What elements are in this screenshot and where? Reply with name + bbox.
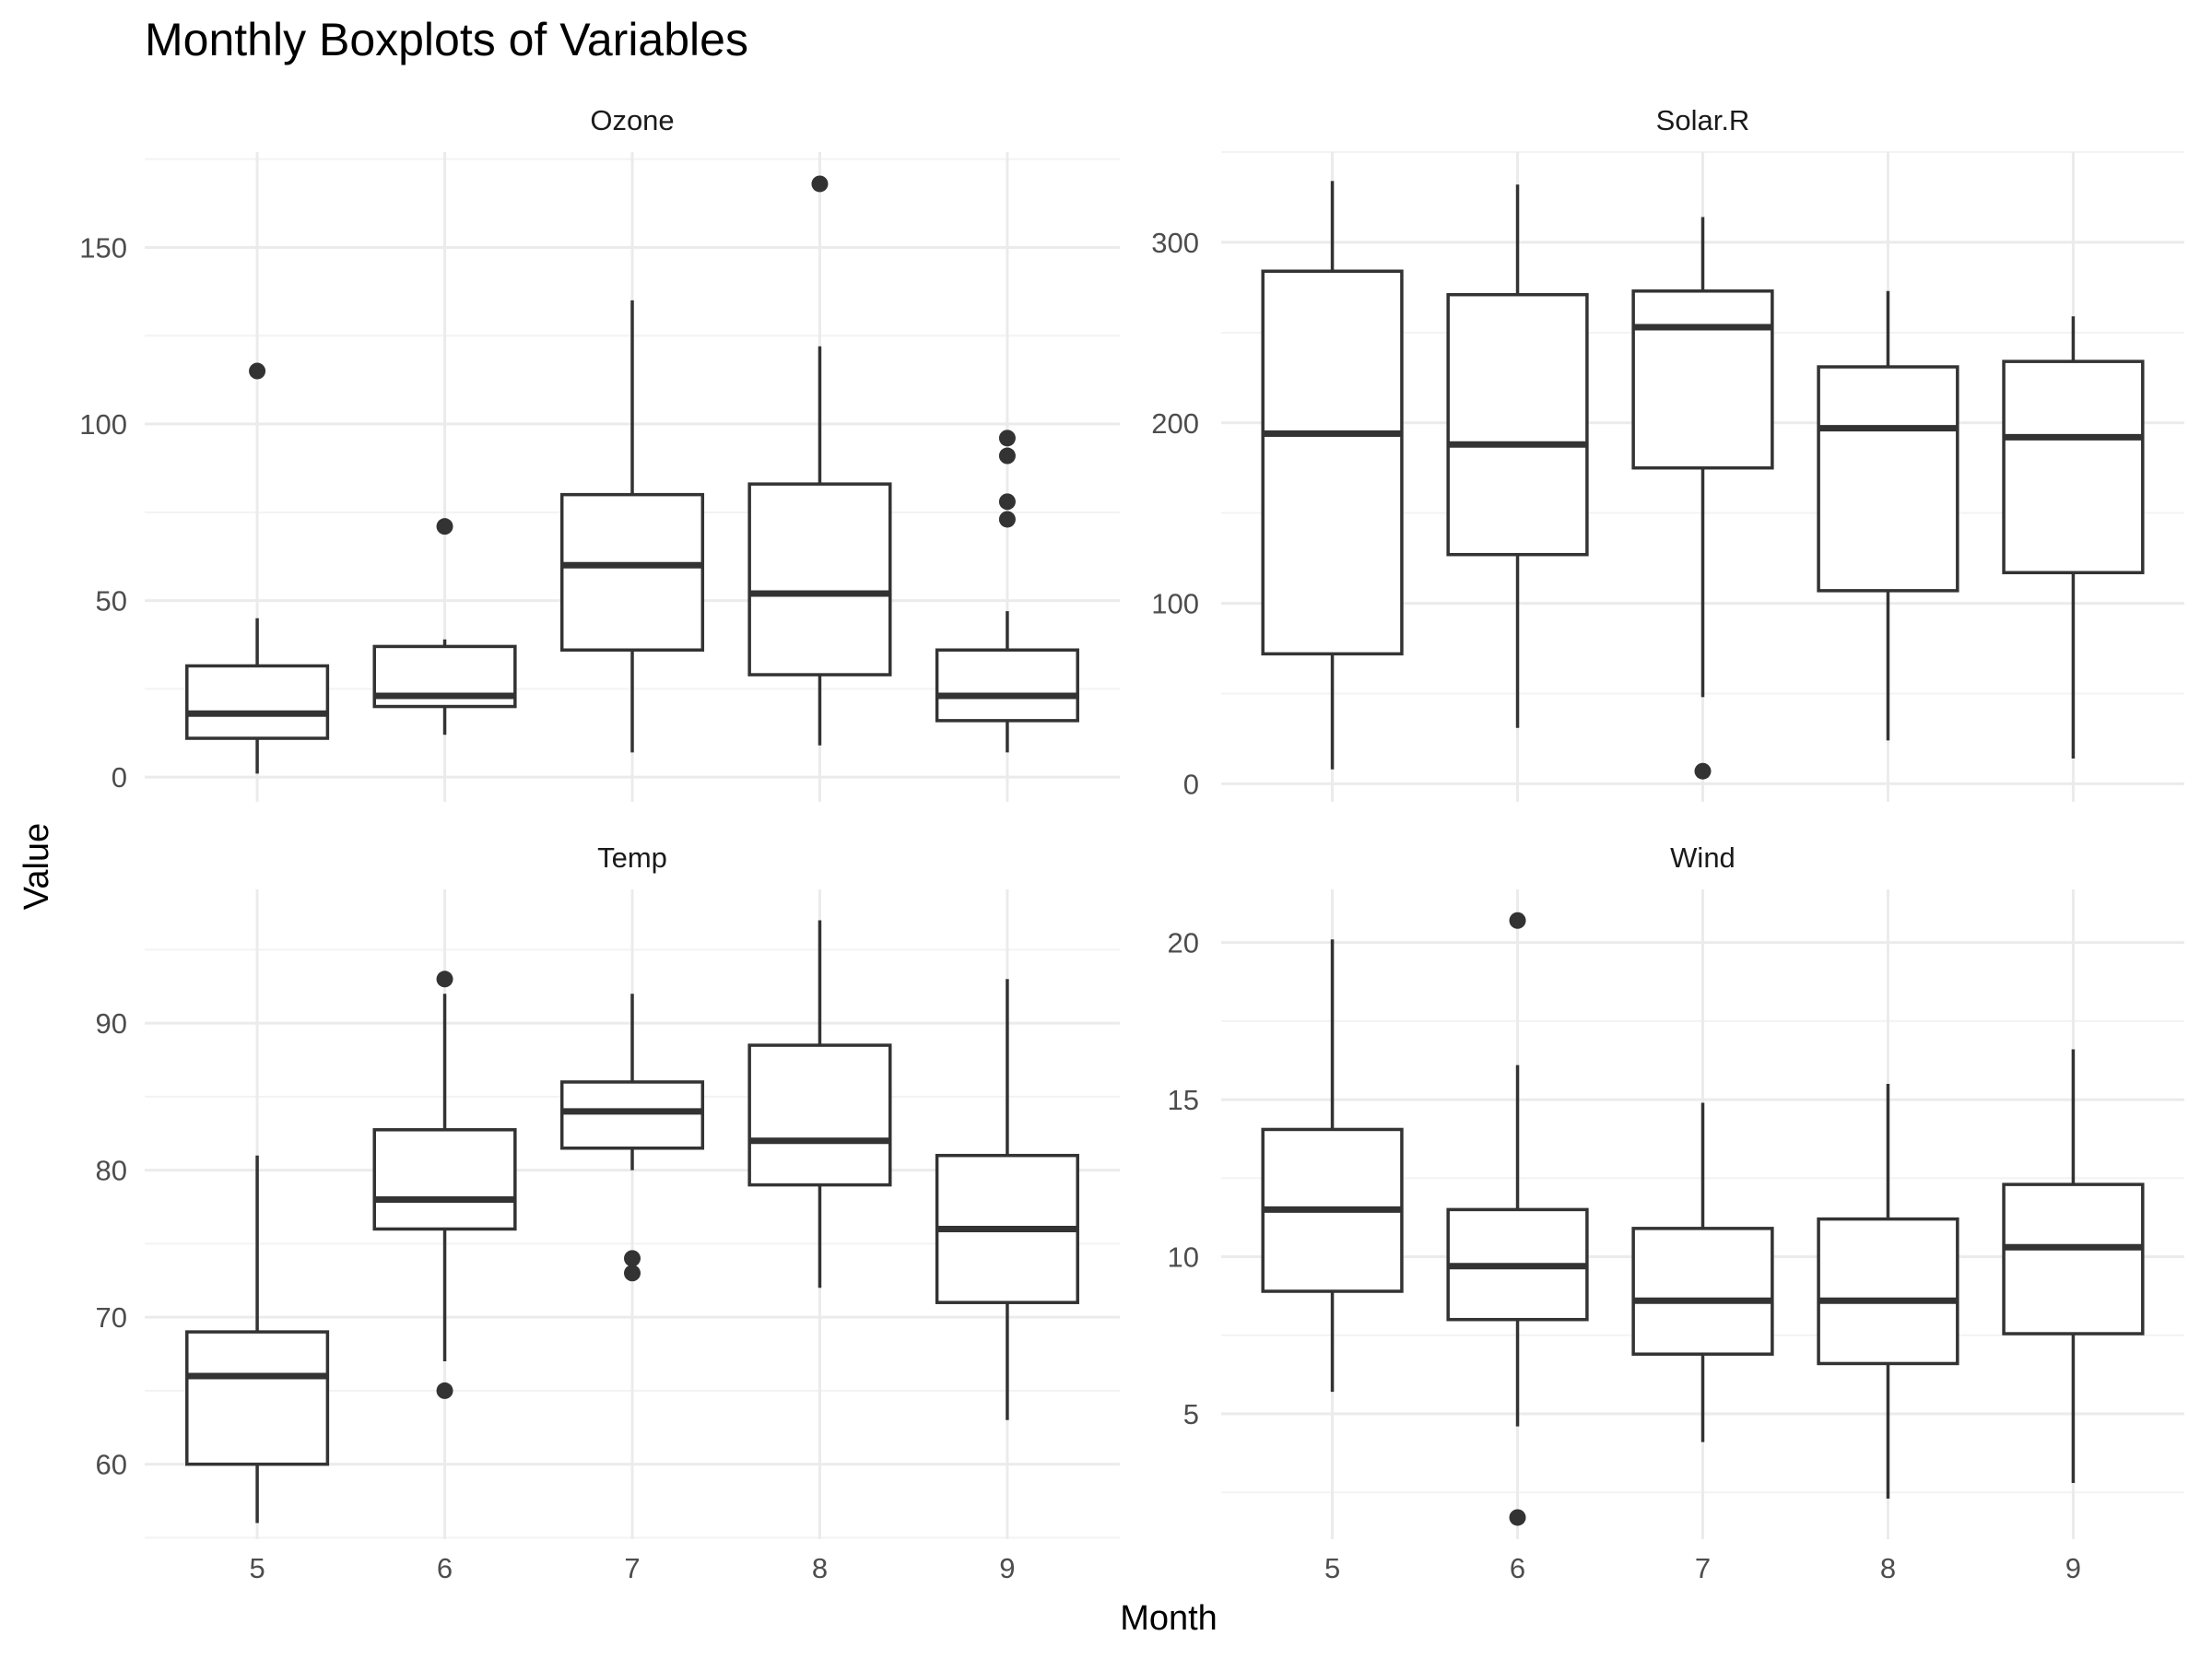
box-month-7	[1631, 1102, 1774, 1442]
panel-temp: Temp 60 70 80 90 5 6 7 8 9	[96, 841, 1120, 1584]
chart-title: Monthly Boxplots of Variables	[145, 14, 748, 65]
x-tick-label: 6	[437, 1552, 453, 1584]
outlier-point	[1509, 912, 1526, 929]
outlier-point	[1509, 1509, 1526, 1526]
y-tick-label: 50	[96, 585, 127, 618]
box-month-9	[2002, 1049, 2145, 1483]
y-tick-label: 10	[1168, 1241, 1199, 1274]
x-tick-label: 8	[812, 1552, 828, 1584]
box-month-5	[1261, 939, 1404, 1393]
panel-ozone: Ozone 0 50 100 150	[79, 104, 1120, 802]
outlier-point	[624, 1250, 641, 1267]
box-month-6	[372, 971, 517, 1399]
y-tick-label: 300	[1151, 227, 1199, 259]
box-month-7	[1631, 217, 1774, 780]
box-month-7	[559, 994, 705, 1282]
box-iqr	[935, 648, 1079, 723]
box-iqr	[2002, 1182, 2145, 1335]
x-tick-label: 9	[999, 1552, 1015, 1584]
y-tick-label: 20	[1168, 927, 1199, 959]
box-month-8	[1817, 290, 1959, 741]
panels: Ozone 0 50 100 150 Solar.R 0 100 200 300 Temp 60 70 8…	[79, 104, 2184, 1584]
panel-wind: Wind 5 10 15 20 5 6 7 8 9	[1168, 841, 2184, 1584]
panel-strip-label: Solar.R	[1656, 104, 1750, 136]
panel-solar-r: Solar.R 0 100 200 300	[1151, 104, 2184, 802]
box-month-6	[1446, 912, 1589, 1526]
outlier-point	[998, 429, 1016, 447]
panel-strip-label: Wind	[1670, 841, 1735, 874]
box-iqr	[185, 1330, 330, 1466]
outlier-point	[1694, 762, 1712, 780]
box-month-8	[1817, 1084, 1959, 1500]
y-tick-label: 15	[1168, 1084, 1199, 1116]
y-tick-label: 200	[1151, 407, 1199, 440]
x-tick-label: 9	[2065, 1552, 2081, 1584]
y-tick-label: 100	[1151, 588, 1199, 620]
x-tick-label: 7	[1695, 1552, 1711, 1584]
x-tick-label: 8	[1880, 1552, 1896, 1584]
outlier-point	[436, 518, 453, 535]
x-tick-label: 7	[624, 1552, 640, 1584]
outlier-point	[624, 1265, 641, 1282]
y-tick-label: 0	[112, 761, 127, 794]
outlier-point	[811, 175, 829, 193]
box-month-7	[559, 300, 705, 753]
box-month-8	[747, 920, 892, 1288]
x-tick-label: 6	[1510, 1552, 1525, 1584]
box-month-8	[747, 175, 892, 746]
y-tick-label: 90	[96, 1007, 127, 1040]
box-iqr	[1631, 1227, 1774, 1356]
box-month-6	[372, 518, 517, 735]
y-tick-label: 60	[96, 1449, 127, 1481]
box-iqr	[747, 1043, 892, 1187]
outlier-point	[998, 493, 1016, 511]
box-iqr	[2002, 359, 2145, 575]
box-month-5	[1261, 181, 1404, 770]
outlier-point	[436, 971, 453, 988]
box-month-5	[185, 1155, 330, 1524]
y-tick-label: 5	[1183, 1398, 1199, 1430]
x-tick-label: 5	[1324, 1552, 1340, 1584]
box-month-9	[935, 979, 1079, 1420]
y-tick-label: 150	[79, 231, 127, 264]
y-tick-label: 100	[79, 408, 127, 441]
box-iqr	[1261, 269, 1404, 656]
outlier-point	[998, 447, 1016, 465]
box-month-9	[2002, 316, 2145, 759]
box-iqr	[1817, 365, 1959, 593]
box-iqr	[1631, 289, 1774, 470]
outlier-point	[249, 362, 266, 380]
box-iqr	[1446, 292, 1589, 557]
box-iqr	[1817, 1217, 1959, 1366]
outlier-point	[436, 1382, 453, 1399]
box-iqr	[747, 482, 892, 677]
y-axis-title: Value	[18, 823, 56, 910]
x-axis-title: Month	[1120, 1599, 1218, 1638]
box-iqr	[372, 1128, 517, 1231]
box-month-6	[1446, 184, 1589, 728]
y-tick-label: 70	[96, 1301, 127, 1334]
box-month-9	[935, 429, 1079, 753]
panel-strip-label: Ozone	[590, 104, 674, 136]
y-tick-label: 80	[96, 1155, 127, 1187]
panel-strip-label: Temp	[597, 841, 667, 874]
x-tick-label: 5	[249, 1552, 265, 1584]
box-month-5	[185, 362, 330, 774]
y-tick-label: 0	[1183, 768, 1199, 800]
box-iqr	[559, 492, 705, 652]
outlier-point	[998, 511, 1016, 528]
box-iqr	[559, 1080, 705, 1150]
box-iqr	[185, 664, 330, 740]
